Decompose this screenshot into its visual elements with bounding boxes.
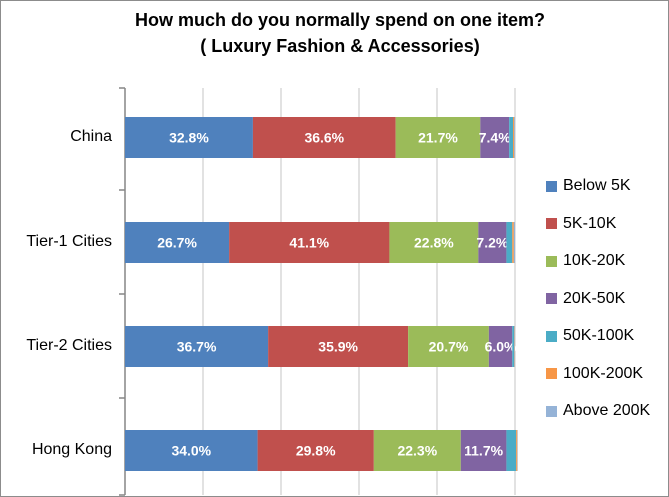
data-label: 34.0%: [171, 443, 211, 459]
legend-swatch: [546, 218, 557, 229]
data-label: 36.7%: [177, 339, 217, 355]
legend-item: Below 5K: [546, 176, 631, 196]
legend-item: Above 200K: [546, 401, 650, 421]
legend-swatch: [546, 368, 557, 379]
category-label: Hong Kong: [31, 440, 112, 458]
legend-label: Above 200K: [563, 402, 651, 419]
bar-segment: [506, 430, 517, 471]
legend-item: 5K-10K: [546, 214, 616, 234]
data-label: 26.7%: [157, 235, 197, 251]
legend-label: 100K-200K: [563, 364, 644, 382]
bar-segment: [509, 117, 514, 158]
legend-label: 50K-100K: [563, 327, 635, 344]
bar-segment: [395, 117, 481, 158]
bar-segment: [480, 117, 510, 158]
bar-segment: [125, 326, 269, 367]
data-label: 22.3%: [397, 443, 437, 459]
data-label: 41.1%: [289, 235, 329, 251]
bar-segment: [229, 222, 390, 263]
legend-item: 50K-100K: [546, 326, 634, 346]
data-label: 7.2%: [476, 235, 508, 251]
bar-segment: [512, 222, 514, 263]
data-label: 29.8%: [296, 443, 336, 459]
bar-segment: [257, 430, 374, 471]
data-label: 22.8%: [414, 235, 454, 251]
legend-label: Below 5K: [563, 177, 631, 194]
legend-item: 10K-20K: [546, 251, 625, 271]
data-label: 7.4%: [479, 130, 511, 146]
data-label: 36.6%: [304, 130, 344, 146]
legend-item: 20K-50K: [546, 289, 625, 309]
data-label: 35.9%: [318, 339, 358, 355]
bar-segment: [513, 117, 515, 158]
bar-segment: [488, 326, 513, 367]
chart-subtitle: ( Luxury Fashion & Accessories): [200, 36, 480, 56]
bar-segment: [514, 117, 515, 158]
bar-segment: [389, 222, 479, 263]
legend-label: 10K-20K: [563, 252, 626, 269]
legend-label: 20K-50K: [563, 289, 626, 307]
legend-swatch: [546, 293, 557, 304]
bar-segment: [373, 430, 461, 471]
bar-segment: [513, 222, 515, 263]
bar-segment: [125, 117, 253, 158]
legend-swatch: [546, 405, 557, 417]
bar-segment: [125, 222, 230, 263]
bar-segment: [516, 430, 518, 471]
bar-segment: [460, 430, 507, 471]
data-label: 11.7%: [464, 443, 503, 459]
legend-swatch: [546, 255, 557, 267]
bar-segment: [408, 326, 489, 367]
data-label: 20.7%: [429, 339, 469, 355]
bar-segment: [268, 326, 409, 367]
category-label: Tier-2 Cities: [26, 336, 112, 354]
legend-label: 5K-10K: [563, 214, 617, 232]
legend-swatch: [546, 330, 557, 342]
bar-segment: [512, 326, 515, 367]
category-label: Tier-1 Cities: [26, 232, 112, 250]
legend-swatch: [546, 180, 557, 192]
bar-segment: [125, 430, 258, 471]
bar-segment: [506, 222, 513, 263]
category-label: China: [70, 127, 112, 145]
data-label: 21.7%: [418, 130, 458, 146]
legend-item: 100K-200K: [546, 364, 643, 384]
bar-segment: [252, 117, 396, 158]
data-label: 32.8%: [169, 130, 209, 146]
data-label: 6.0%: [485, 339, 517, 355]
bar-segment: [478, 222, 507, 263]
chart-title: How much do you normally spend on one it…: [134, 10, 546, 30]
